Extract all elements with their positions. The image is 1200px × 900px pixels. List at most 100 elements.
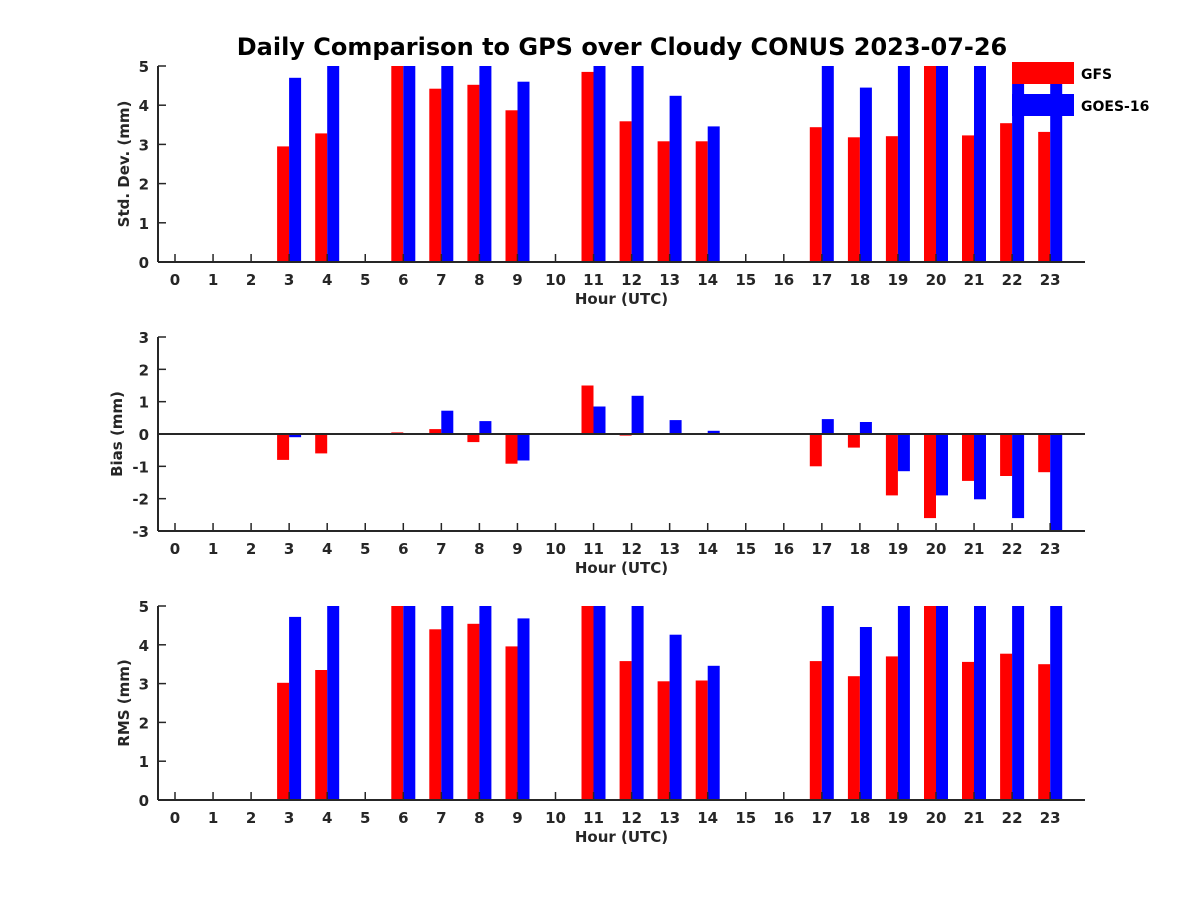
x-tick-label: 14	[697, 540, 718, 558]
bar-goes16-hour-8	[479, 606, 492, 800]
bar-gfs-hour-18	[847, 434, 860, 448]
bar-gfs-hour-23	[1038, 131, 1051, 262]
x-tick-label: 19	[888, 540, 909, 558]
y-axis-label: Std. Dev. (mm)	[115, 101, 133, 228]
x-tick-label: 8	[474, 540, 484, 558]
x-tick-label: 10	[545, 540, 566, 558]
bar-goes16-hour-19	[897, 66, 910, 262]
bar-gfs-hour-11	[581, 606, 594, 800]
legend-swatch-gfs	[1012, 62, 1074, 84]
bar-goes16-hour-11	[593, 606, 606, 800]
bar-goes16-hour-14	[707, 126, 720, 263]
y-tick-label: 4	[139, 97, 149, 115]
x-axis-label: Hour (UTC)	[575, 559, 668, 577]
x-tick-label: 13	[659, 540, 680, 558]
bar-goes16-hour-9	[517, 618, 530, 800]
y-tick-label: 0	[139, 426, 149, 444]
y-tick-label: 3	[139, 676, 149, 694]
x-tick-label: 22	[1002, 809, 1023, 827]
bar-gfs-hour-22	[1000, 653, 1013, 800]
bar-goes16-hour-11	[593, 66, 606, 262]
bar-goes16-hour-8	[479, 421, 492, 434]
x-tick-label: 8	[474, 809, 484, 827]
bar-goes16-hour-3	[289, 616, 302, 800]
bar-gfs-hour-22	[1000, 123, 1013, 262]
x-tick-label: 3	[284, 540, 294, 558]
x-tick-label: 0	[170, 540, 180, 558]
bar-goes16-hour-21	[974, 66, 986, 262]
y-tick-label: 2	[139, 361, 149, 379]
bar-gfs-hour-14	[695, 680, 708, 800]
x-tick-label: 16	[773, 271, 794, 289]
bar-gfs-hour-17	[809, 127, 822, 262]
bar-goes16-hour-8	[479, 66, 492, 262]
bar-goes16-hour-21	[974, 434, 986, 500]
bar-goes16-hour-4	[327, 606, 340, 800]
x-tick-label: 5	[360, 540, 370, 558]
x-tick-label: 7	[436, 540, 446, 558]
bar-gfs-hour-3	[277, 682, 290, 800]
bar-gfs-hour-7	[429, 88, 442, 262]
x-tick-label: 9	[512, 540, 522, 558]
bar-goes16-hour-18	[859, 627, 872, 800]
y-tick-label: 2	[139, 714, 149, 732]
chart-title: Daily Comparison to GPS over Cloudy CONU…	[237, 33, 1008, 61]
x-tick-label: 6	[398, 809, 408, 827]
bar-gfs-hour-8	[467, 434, 480, 443]
x-tick-label: 15	[735, 540, 756, 558]
x-tick-label: 2	[246, 271, 256, 289]
x-tick-label: 21	[964, 809, 985, 827]
x-tick-label: 4	[322, 540, 332, 558]
x-tick-label: 11	[583, 540, 604, 558]
x-tick-label: 8	[474, 271, 484, 289]
bar-goes16-hour-14	[707, 430, 720, 434]
x-tick-label: 20	[926, 271, 947, 289]
bar-gfs-hour-9	[505, 110, 518, 262]
x-tick-label: 4	[322, 271, 332, 289]
x-tick-label: 18	[849, 540, 870, 558]
bar-gfs-hour-21	[962, 434, 974, 481]
x-tick-label: 23	[1040, 271, 1061, 289]
y-tick-label: 4	[139, 637, 149, 655]
x-tick-label: 3	[284, 271, 294, 289]
bar-gfs-hour-21	[962, 661, 974, 800]
bar-goes16-hour-12	[631, 606, 644, 800]
bar-goes16-hour-22	[1012, 434, 1025, 519]
x-tick-label: 18	[849, 809, 870, 827]
bar-goes16-hour-3	[289, 434, 302, 438]
x-tick-label: 4	[322, 809, 332, 827]
x-tick-label: 9	[512, 271, 522, 289]
bar-gfs-hour-8	[467, 84, 480, 262]
x-tick-label: 16	[773, 540, 794, 558]
x-tick-label: 16	[773, 809, 794, 827]
y-tick-label: -1	[132, 458, 149, 476]
y-tick-label: 0	[139, 792, 149, 810]
bar-goes16-hour-23	[1050, 606, 1063, 800]
legend: GFS GOES-16	[1012, 62, 1149, 116]
bar-goes16-hour-14	[707, 665, 720, 800]
bar-goes16-hour-6	[403, 606, 416, 800]
x-tick-label: 9	[512, 809, 522, 827]
x-tick-label: 2	[246, 809, 256, 827]
bar-gfs-hour-23	[1038, 664, 1051, 800]
x-tick-label: 5	[360, 809, 370, 827]
bar-gfs-hour-19	[885, 656, 898, 800]
x-tick-label: 10	[545, 809, 566, 827]
bar-goes16-hour-12	[631, 66, 644, 262]
bar-gfs-hour-11	[581, 71, 594, 263]
bar-goes16-hour-20	[936, 606, 948, 800]
bar-goes16-hour-4	[327, 66, 340, 262]
x-tick-label: 15	[735, 271, 756, 289]
x-tick-label: 17	[811, 271, 832, 289]
y-tick-label: -2	[132, 491, 149, 509]
y-tick-label: 3	[139, 329, 149, 347]
legend-swatch-goes16	[1012, 94, 1074, 116]
x-tick-label: 20	[926, 809, 947, 827]
y-axis-label: Bias (mm)	[108, 391, 126, 477]
bar-gfs-hour-6	[391, 606, 404, 800]
